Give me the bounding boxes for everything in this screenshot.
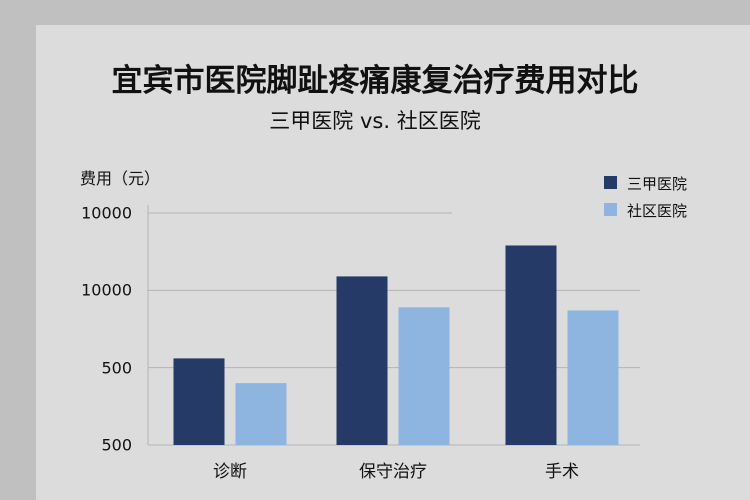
bar-community-1 (398, 307, 450, 445)
legend-swatch (604, 176, 617, 189)
x-tick-label: 诊断 (213, 462, 247, 482)
y-axis-label: 费用（元） (80, 169, 161, 188)
legend-label: 社区医院 (627, 202, 688, 220)
chart-subtitle: 三甲医院 vs. 社区医院 (269, 109, 481, 133)
chart-title: 宜宾市医院脚趾疼痛康复治疗费用对比 (111, 63, 639, 99)
y-tick-label: 500 (101, 435, 132, 455)
bar-community-2 (567, 310, 619, 445)
legend-swatch (604, 203, 617, 216)
bar-tertiary-0 (173, 358, 225, 445)
bar-tertiary-2 (505, 245, 557, 445)
x-tick-label: 手术 (545, 462, 579, 482)
y-tick-label: 10000 (81, 280, 132, 300)
bar-tertiary-1 (336, 276, 388, 445)
legend-label: 三甲医院 (627, 175, 688, 193)
chart-card (36, 25, 750, 500)
y-tick-label: 10000 (81, 203, 132, 223)
x-tick-label: 保守治疗 (359, 462, 427, 482)
bar-community-0 (235, 383, 287, 445)
y-tick-label: 500 (101, 358, 132, 378)
